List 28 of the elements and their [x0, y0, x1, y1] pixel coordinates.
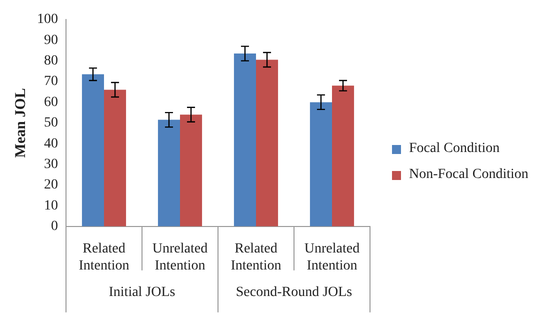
y-tick-label: 60 [44, 94, 58, 110]
bar [104, 90, 126, 226]
y-axis-title: Mean JOL [12, 88, 29, 158]
bar [158, 120, 180, 226]
y-tick-label: 30 [44, 156, 58, 172]
y-tick-label: 50 [44, 116, 58, 131]
y-tick-label: 0 [51, 219, 58, 234]
y-tick-label: 40 [44, 136, 58, 152]
x-tick-label: Unrelated Intention [152, 241, 208, 274]
bar [256, 60, 278, 226]
bar [310, 102, 332, 226]
legend-label: Non-Focal Condition [409, 167, 528, 183]
bar [180, 114, 202, 226]
y-tick-label: 80 [44, 53, 58, 68]
x-tick-label: Unrelated Intention [304, 241, 360, 274]
text: Second-Round JOLs [236, 285, 352, 300]
text: Initial JOLs [108, 285, 176, 300]
y-tick-label: 10 [44, 198, 58, 214]
bar [82, 74, 104, 226]
y-tick-label: 70 [44, 74, 58, 90]
y-tick-label: 20 [44, 178, 58, 193]
y-tick-label: 90 [44, 32, 58, 48]
y-tick-label: 100 [37, 12, 58, 28]
bar [332, 86, 354, 226]
bar [234, 54, 256, 226]
x-tick-label: Related Intention [78, 241, 130, 274]
legend-label: Focal Condition [409, 141, 500, 157]
x-tick-label: Related Intention [230, 241, 282, 274]
